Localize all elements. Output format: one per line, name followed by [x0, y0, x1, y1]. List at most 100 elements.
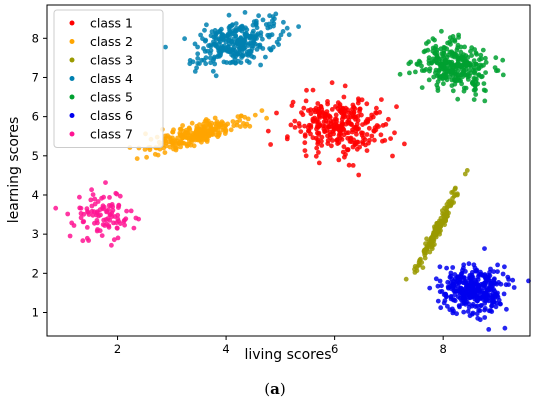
data-point	[203, 123, 209, 129]
data-point	[350, 144, 356, 150]
data-point	[427, 285, 433, 291]
legend-marker	[69, 39, 75, 44]
data-point	[433, 223, 439, 229]
data-point	[359, 97, 365, 103]
data-point	[318, 104, 324, 110]
data-point	[456, 32, 461, 38]
y-tick-label: 4	[32, 188, 39, 202]
x-tick-label: 8	[440, 342, 447, 356]
data-point	[468, 295, 474, 300]
data-point	[454, 47, 460, 53]
data-point	[136, 216, 142, 222]
data-point	[362, 137, 368, 143]
data-point	[310, 87, 316, 93]
legend: class 1 class 2 class 3 class 4 class 5 class…	[53, 9, 164, 148]
data-point	[414, 268, 420, 274]
data-point	[315, 101, 321, 106]
data-point	[378, 132, 384, 138]
data-point	[265, 128, 271, 134]
y-axis-label: learning scores	[6, 117, 22, 223]
data-point	[312, 115, 317, 121]
data-point	[350, 113, 356, 119]
plot-frame	[46, 4, 531, 337]
data-point	[227, 38, 233, 43]
data-point	[463, 53, 469, 58]
data-point	[443, 218, 448, 224]
data-point	[483, 70, 488, 75]
data-point	[217, 39, 223, 45]
y-tick-label: 3	[32, 227, 39, 241]
data-point	[429, 246, 435, 252]
legend-marker	[69, 76, 75, 81]
data-point	[445, 284, 451, 290]
data-point	[308, 111, 314, 117]
data-point	[308, 123, 314, 128]
data-point	[116, 202, 122, 208]
data-point	[472, 265, 478, 271]
legend-marker	[69, 57, 75, 63]
data-point	[371, 128, 377, 134]
data-point	[426, 39, 431, 45]
data-point	[306, 128, 311, 134]
data-point	[189, 120, 195, 126]
data-point	[191, 143, 197, 149]
data-point	[231, 36, 237, 42]
data-point	[313, 153, 319, 159]
data-point	[463, 301, 468, 307]
data-point	[195, 60, 201, 66]
data-point	[239, 28, 245, 34]
data-point	[226, 48, 232, 53]
data-point	[122, 222, 127, 228]
data-point	[447, 274, 453, 280]
data-point	[345, 147, 351, 153]
data-point	[465, 71, 471, 77]
data-point	[219, 26, 224, 32]
data-point	[163, 140, 169, 146]
data-point	[377, 109, 383, 115]
data-point	[450, 306, 455, 312]
data-point	[337, 126, 343, 132]
data-point	[227, 60, 233, 66]
data-point	[415, 62, 421, 67]
data-point	[206, 129, 212, 135]
data-point	[315, 137, 321, 143]
data-point	[462, 171, 468, 177]
data-point	[321, 126, 327, 132]
data-point	[467, 313, 473, 319]
data-point	[392, 130, 397, 136]
data-point	[285, 134, 290, 140]
data-point	[444, 66, 450, 71]
data-point	[439, 51, 445, 56]
y-tick-label: 5	[32, 149, 39, 163]
data-point	[340, 149, 346, 155]
series-7	[53, 180, 142, 248]
data-point	[430, 36, 436, 42]
data-point	[476, 72, 482, 77]
data-point	[503, 282, 509, 288]
data-point	[106, 224, 112, 230]
data-point	[104, 208, 110, 214]
data-point	[474, 297, 480, 303]
data-point	[449, 199, 455, 205]
series-5	[397, 28, 506, 104]
data-point	[254, 47, 260, 52]
data-point	[109, 210, 115, 216]
caption-close-paren: )	[279, 380, 286, 398]
data-point	[123, 216, 129, 222]
data-point	[449, 69, 454, 74]
data-point	[80, 219, 86, 225]
data-point	[394, 104, 399, 110]
data-point	[500, 57, 506, 63]
data-point	[301, 105, 307, 111]
data-point	[330, 138, 335, 143]
data-point	[208, 60, 214, 66]
data-point	[85, 209, 90, 214]
data-point	[435, 85, 441, 91]
data-point	[449, 53, 455, 59]
data-point	[118, 221, 123, 227]
data-point	[280, 29, 286, 34]
data-point	[264, 115, 269, 121]
data-point	[457, 295, 463, 301]
data-point	[67, 233, 73, 239]
data-point	[419, 63, 424, 69]
